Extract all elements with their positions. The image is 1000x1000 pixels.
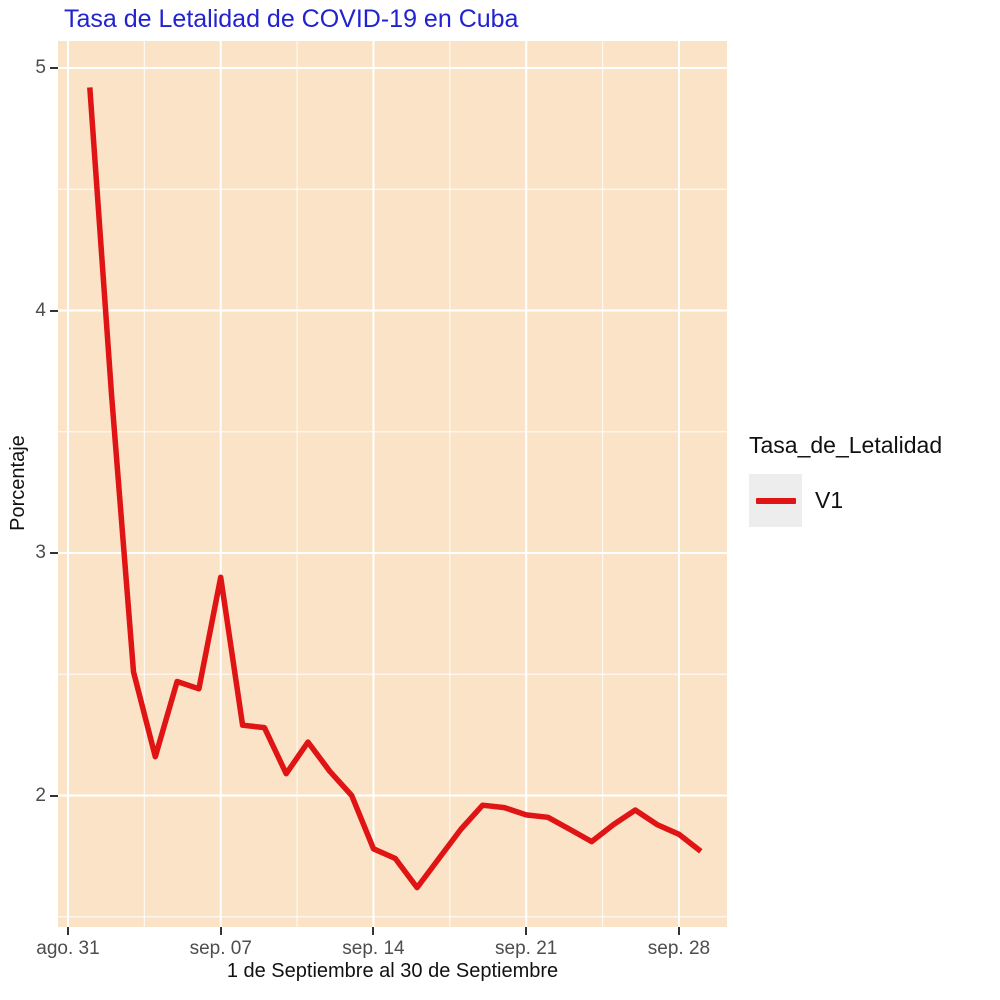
x-axis-tick-mark: [372, 927, 375, 935]
y-axis-tick-mark: [50, 794, 58, 797]
legend-line-sample-icon: [755, 497, 796, 504]
x-axis-tick-label: sep. 28: [647, 938, 711, 959]
legend-key-swatch: [749, 474, 802, 527]
legend-series-label: V1: [815, 487, 844, 513]
legend: Tasa_de_Letalidad V1: [749, 432, 942, 527]
plot-panel: [58, 41, 727, 927]
x-axis-title: 1 de Septiembre al 30 de Septiembre: [226, 960, 559, 982]
y-axis-tick-mark: [50, 67, 58, 69]
y-axis-tick-label: 5: [35, 57, 46, 78]
y-axis-tick-label: 2: [35, 784, 46, 806]
y-axis-tick-label: 4: [35, 299, 46, 321]
y-axis-tick-mark: [50, 552, 58, 554]
x-axis-tick-mark: [525, 927, 528, 935]
x-axis-tick-label: ago. 31: [36, 938, 100, 959]
plot-area: [58, 41, 727, 927]
series-line-V1: [87, 87, 703, 891]
legend-title: Tasa_de_Letalidad: [749, 432, 943, 458]
y-axis-tick-label: 3: [35, 542, 46, 563]
x-axis-tick-mark: [677, 927, 680, 935]
x-axis-tick-label: sep. 07: [189, 938, 252, 959]
legend-key-row: V1: [749, 474, 942, 527]
y-axis-tick-mark: [50, 309, 58, 312]
chart-title: Tasa de Letalidad de COVID-19 en Cuba: [64, 5, 519, 33]
x-axis-tick-mark: [219, 927, 222, 935]
x-axis-tick-label: sep. 14: [342, 938, 405, 959]
x-axis-tick-mark: [67, 927, 69, 935]
x-axis-tick-label: sep. 21: [495, 938, 558, 959]
y-axis-title: Porcentaje: [7, 435, 29, 531]
